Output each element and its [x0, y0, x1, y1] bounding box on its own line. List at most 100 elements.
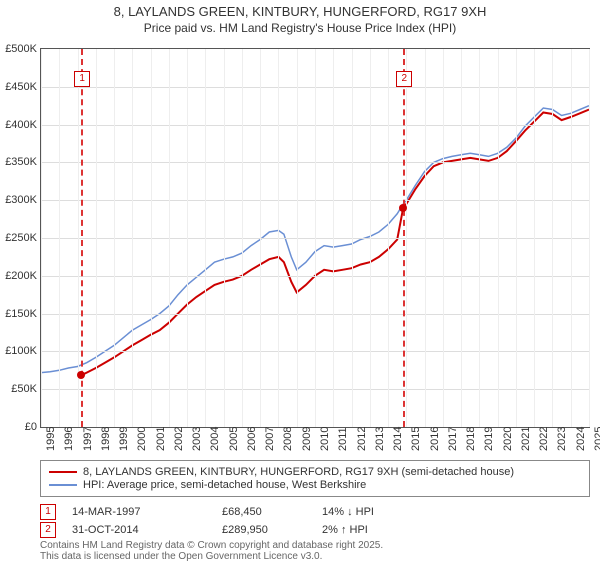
xtick-label: 2010	[319, 427, 331, 451]
xtick-label: 2004	[209, 427, 221, 451]
gridline-v	[242, 49, 243, 427]
gridline-v	[278, 49, 279, 427]
ytick-label: £50K	[1, 383, 37, 395]
sales-hpi: 2% ↑ HPI	[322, 524, 442, 536]
sales-row: 2 31-OCT-2014£289,9502% ↑ HPI	[40, 522, 590, 538]
marker-dot-2	[399, 204, 407, 212]
xtick-label: 2023	[556, 427, 568, 451]
sales-price: £68,450	[222, 506, 322, 518]
sales-price: £289,950	[222, 524, 322, 536]
footer: Contains HM Land Registry data © Crown c…	[40, 540, 590, 562]
series-price_paid	[81, 110, 589, 376]
gridline-v	[461, 49, 462, 427]
plot-area: £0£50K£100K£150K£200K£250K£300K£350K£400…	[40, 48, 590, 428]
sales-table: 114-MAR-1997£68,45014% ↓ HPI 2 31-OCT-2014…	[40, 502, 590, 540]
gridline-v	[78, 49, 79, 427]
footer-line2: This data is licensed under the Open Gov…	[40, 551, 590, 562]
xtick-label: 2017	[447, 427, 459, 451]
xtick-label: 2001	[155, 427, 167, 451]
sales-date: 31-OCT-2014	[72, 524, 222, 536]
gridline-v	[205, 49, 206, 427]
legend-text: HPI: Average price, semi-detached house,…	[83, 479, 366, 491]
gridline-v	[114, 49, 115, 427]
chart-titles: 8, LAYLANDS GREEN, KINTBURY, HUNGERFORD,…	[0, 0, 600, 35]
gridline-v	[333, 49, 334, 427]
xtick-label: 2011	[337, 427, 349, 451]
gridline-v	[534, 49, 535, 427]
xtick-label: 1995	[45, 427, 57, 451]
ytick-label: £250K	[1, 232, 37, 244]
ytick-label: £150K	[1, 308, 37, 320]
sales-date: 14-MAR-1997	[72, 506, 222, 518]
marker-box-2: 2	[396, 71, 412, 87]
marker-line-2	[403, 49, 405, 427]
xtick-label: 2022	[538, 427, 550, 451]
legend-swatch	[49, 484, 77, 486]
xtick-label: 2012	[356, 427, 368, 451]
ytick-label: £0	[1, 421, 37, 433]
xtick-label: 2014	[392, 427, 404, 451]
xtick-label: 2024	[575, 427, 587, 451]
gridline-v	[41, 49, 42, 427]
xtick-label: 2021	[520, 427, 532, 451]
xtick-label: 2016	[429, 427, 441, 451]
xtick-label: 2009	[301, 427, 313, 451]
xtick-label: 2019	[483, 427, 495, 451]
xtick-label: 2015	[410, 427, 422, 451]
xtick-label: 1998	[100, 427, 112, 451]
xtick-label: 2000	[136, 427, 148, 451]
gridline-v	[571, 49, 572, 427]
xtick-label: 2025	[593, 427, 600, 451]
xtick-label: 2013	[374, 427, 386, 451]
gridline-v	[224, 49, 225, 427]
gridline-v	[59, 49, 60, 427]
xtick-label: 2008	[282, 427, 294, 451]
gridline-v	[297, 49, 298, 427]
gridline-v	[352, 49, 353, 427]
marker-dot-1	[77, 371, 85, 379]
xtick-label: 2006	[246, 427, 258, 451]
gridline-v	[132, 49, 133, 427]
sales-marker-2: 2	[40, 522, 56, 538]
title-subtitle: Price paid vs. HM Land Registry's House …	[0, 21, 600, 35]
gridline-v	[187, 49, 188, 427]
xtick-label: 2020	[502, 427, 514, 451]
gridline-v	[169, 49, 170, 427]
legend: 8, LAYLANDS GREEN, KINTBURY, HUNGERFORD,…	[40, 460, 590, 497]
legend-row: 8, LAYLANDS GREEN, KINTBURY, HUNGERFORD,…	[49, 466, 581, 478]
ytick-label: £300K	[1, 194, 37, 206]
gridline-v	[315, 49, 316, 427]
xtick-label: 1999	[118, 427, 130, 451]
xtick-label: 2005	[228, 427, 240, 451]
legend-row: HPI: Average price, semi-detached house,…	[49, 479, 581, 491]
legend-text: 8, LAYLANDS GREEN, KINTBURY, HUNGERFORD,…	[83, 466, 514, 478]
xtick-label: 2002	[173, 427, 185, 451]
xtick-label: 1997	[82, 427, 94, 451]
ytick-label: £450K	[1, 81, 37, 93]
gridline-v	[479, 49, 480, 427]
gridline-v	[260, 49, 261, 427]
gridline-v	[388, 49, 389, 427]
ytick-label: £400K	[1, 119, 37, 131]
xtick-label: 1996	[63, 427, 75, 451]
gridline-v	[425, 49, 426, 427]
sales-row: 114-MAR-1997£68,45014% ↓ HPI	[40, 504, 590, 520]
sales-hpi: 14% ↓ HPI	[322, 506, 442, 518]
gridline-v	[406, 49, 407, 427]
ytick-label: £100K	[1, 345, 37, 357]
gridline-v	[552, 49, 553, 427]
ytick-label: £350K	[1, 156, 37, 168]
gridline-v	[516, 49, 517, 427]
gridline-v	[589, 49, 590, 427]
gridline-v	[370, 49, 371, 427]
gridline-v	[96, 49, 97, 427]
ytick-label: £500K	[1, 43, 37, 55]
xtick-label: 2003	[191, 427, 203, 451]
gridline-v	[151, 49, 152, 427]
title-address: 8, LAYLANDS GREEN, KINTBURY, HUNGERFORD,…	[0, 4, 600, 19]
xtick-label: 2018	[465, 427, 477, 451]
legend-swatch	[49, 471, 77, 473]
gridline-v	[498, 49, 499, 427]
xtick-label: 2007	[264, 427, 276, 451]
gridline-v	[443, 49, 444, 427]
